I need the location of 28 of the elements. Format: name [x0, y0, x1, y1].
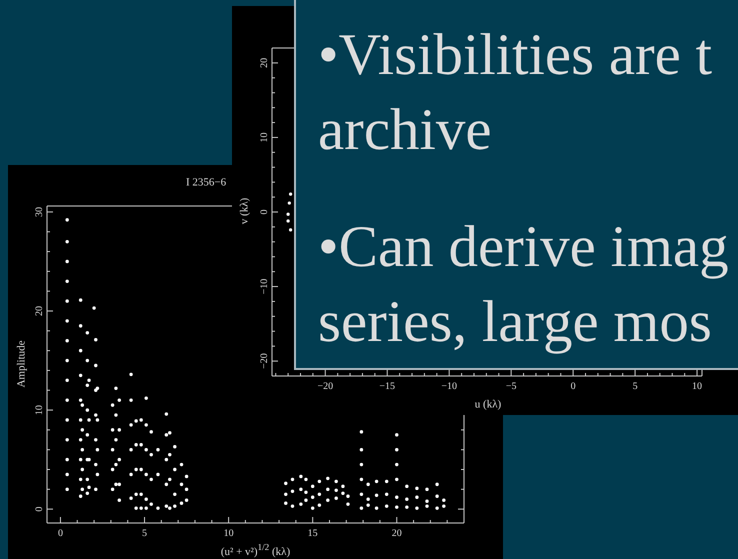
x-tick-label: 15: [308, 528, 318, 539]
annotation: •Visibilities are t archive: [318, 20, 713, 164]
x-tick-label: 10: [224, 528, 234, 539]
x-tick-label: −10: [441, 381, 458, 392]
y-tick-label: 20: [259, 58, 270, 68]
x-tick-label: 5: [142, 528, 148, 539]
x-axis-title: u (kλ): [474, 398, 502, 412]
y-tick-label: 20: [34, 306, 45, 316]
y-tick-label: −10: [259, 278, 270, 294]
y-tick-label: 0: [34, 506, 45, 512]
y-tick-label: 10: [259, 132, 270, 142]
y-tick-label: 30: [34, 206, 45, 217]
x-tick-label: −20: [317, 381, 334, 392]
y-axis-title: Amplitude: [16, 340, 28, 388]
x-tick-label: 5: [632, 381, 638, 392]
y-tick-label: 10: [34, 405, 45, 416]
chart-title: I 2356−6: [186, 176, 226, 190]
x-tick-label: −15: [379, 381, 396, 392]
y-tick-label: 0: [259, 210, 270, 214]
x-tick-label: 0: [58, 528, 63, 539]
y-axis-title: v (kλ): [238, 198, 252, 224]
x-tick-label: 10: [692, 381, 702, 392]
annotation: •Can derive imag series, large mos: [318, 212, 730, 356]
x-axis-title: (u² + v²)$^{1/2}$ (kλ): [220, 541, 290, 559]
x-tick-label: −5: [506, 381, 516, 392]
y-tick-label: −20: [259, 353, 270, 369]
x-tick-label: 0: [570, 381, 576, 392]
x-tick-label: 20: [392, 528, 402, 539]
